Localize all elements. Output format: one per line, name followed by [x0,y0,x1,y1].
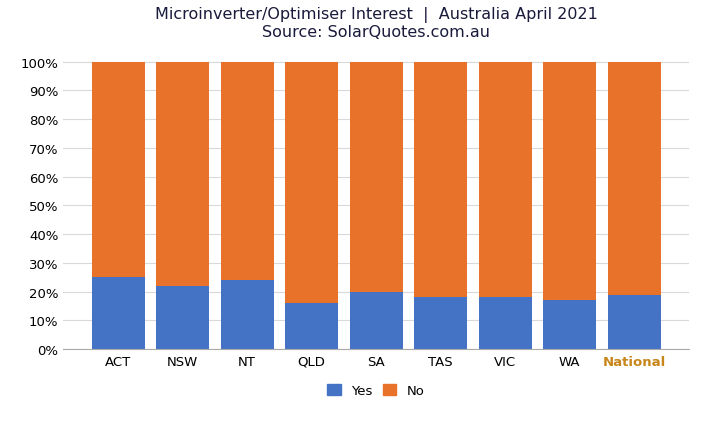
Legend: Yes, No: Yes, No [322,378,430,403]
Bar [349,292,403,349]
Bar [414,63,467,298]
Bar [221,280,273,349]
Bar [543,301,596,349]
Bar [91,63,145,278]
Bar [543,63,596,301]
Bar [607,63,661,295]
Title: Microinverter/Optimiser Interest  |  Australia April 2021
Source: SolarQuotes.co: Microinverter/Optimiser Interest | Austr… [155,7,598,40]
Bar [349,63,403,292]
Bar [414,298,467,349]
Bar [479,63,531,298]
Bar [221,63,273,280]
Bar [285,303,338,349]
Bar [285,63,338,303]
Bar [607,295,661,349]
Bar [91,278,145,349]
Bar [156,286,209,349]
Bar [479,298,531,349]
Bar [156,63,209,286]
